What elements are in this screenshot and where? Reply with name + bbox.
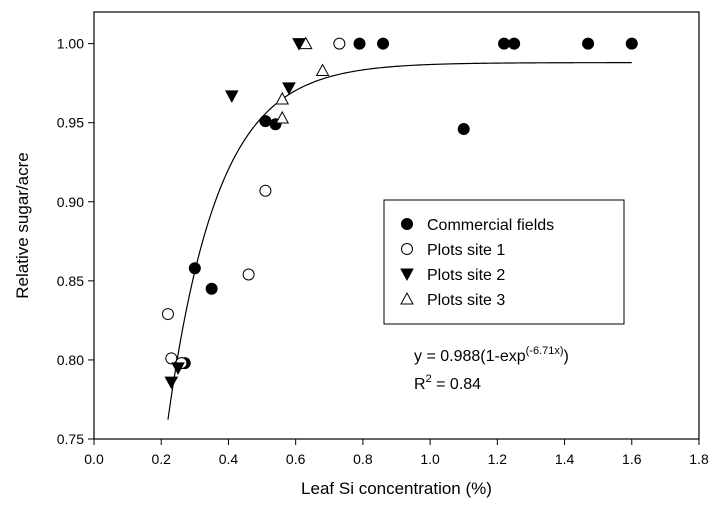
data-point-series-1 [508, 37, 521, 50]
x-tick-label: 1.6 [622, 451, 642, 467]
data-point-series-4 [298, 36, 313, 50]
legend-label-1: Commercial fields [427, 217, 554, 234]
data-point-series-3 [171, 362, 185, 375]
x-tick-label: 1.0 [420, 451, 440, 467]
data-point-series-1 [377, 37, 390, 50]
x-tick-label: 1.4 [555, 451, 575, 467]
x-tick-label: 1.8 [689, 451, 709, 467]
data-point-series-4 [275, 110, 290, 124]
x-tick-label: 1.2 [488, 451, 508, 467]
y-tick-label: 0.80 [57, 352, 84, 368]
y-tick-label: 0.95 [57, 115, 84, 131]
y-tick-label: 0.75 [57, 431, 84, 447]
y-tick-label: 0.90 [57, 194, 84, 210]
fit-curve [167, 62, 632, 420]
x-tick-label: 0.2 [151, 451, 171, 467]
x-tick-label: 0.4 [219, 451, 239, 467]
data-point-series-1 [259, 115, 272, 128]
data-point-series-1 [205, 282, 218, 295]
y-axis-title: Relative sugar/acre [13, 152, 32, 298]
data-point-series-1 [625, 37, 638, 50]
x-axis-title: Leaf Si concentration (%) [301, 479, 492, 498]
legend: Commercial fields Plots site 1 Plots site … [383, 199, 625, 325]
legend-marker-3 [400, 268, 414, 282]
axes: 0.0 0.2 0.4 0.6 0.8 1.0 1.2 1.4 1.6 1.8 0.75 0.80 0.… [13, 11, 709, 498]
data-point-series-4 [315, 63, 330, 77]
legend-marker-4 [400, 291, 414, 305]
data-point-series-1 [457, 123, 470, 136]
data-point-series-2 [259, 184, 272, 197]
legend-label-2: Plots site 1 [427, 242, 505, 259]
data-point-series-1 [353, 37, 366, 50]
data-point-series-2 [165, 352, 178, 365]
data-point-series-4 [275, 91, 290, 105]
data-point-series-2 [161, 308, 174, 321]
data-point-series-3 [282, 82, 296, 95]
fit-equation-text: y = 0.988(1-exp(-6.71x)) [414, 345, 569, 365]
data-point-series-1 [582, 37, 595, 50]
plot-frame [93, 11, 700, 440]
x-tick-label: 0.0 [84, 451, 104, 467]
x-tick-label: 0.6 [286, 451, 306, 467]
legend-marker-1 [401, 218, 413, 230]
legend-label-4: Plots site 3 [427, 292, 505, 309]
fit-equation: y = 0.988(1-exp(-6.71x)) R2 = 0.84 [414, 345, 569, 393]
data-point-series-2 [242, 268, 255, 281]
legend-box [383, 199, 625, 325]
y-tick-label: 1.00 [57, 36, 84, 52]
x-tick-label: 0.8 [353, 451, 373, 467]
data-point-series-1 [188, 262, 201, 275]
data-point-series-2 [333, 37, 346, 50]
r-squared-text: R2 = 0.84 [414, 373, 481, 393]
data-point-series-1 [498, 37, 511, 50]
y-tick-label: 0.85 [57, 273, 84, 289]
legend-label-3: Plots site 2 [427, 267, 505, 284]
data-point-series-3 [164, 376, 179, 390]
data-point-series-3 [224, 90, 239, 103]
fit-curve-group [167, 62, 632, 420]
legend-marker-2 [401, 243, 413, 255]
data-points [161, 36, 638, 390]
